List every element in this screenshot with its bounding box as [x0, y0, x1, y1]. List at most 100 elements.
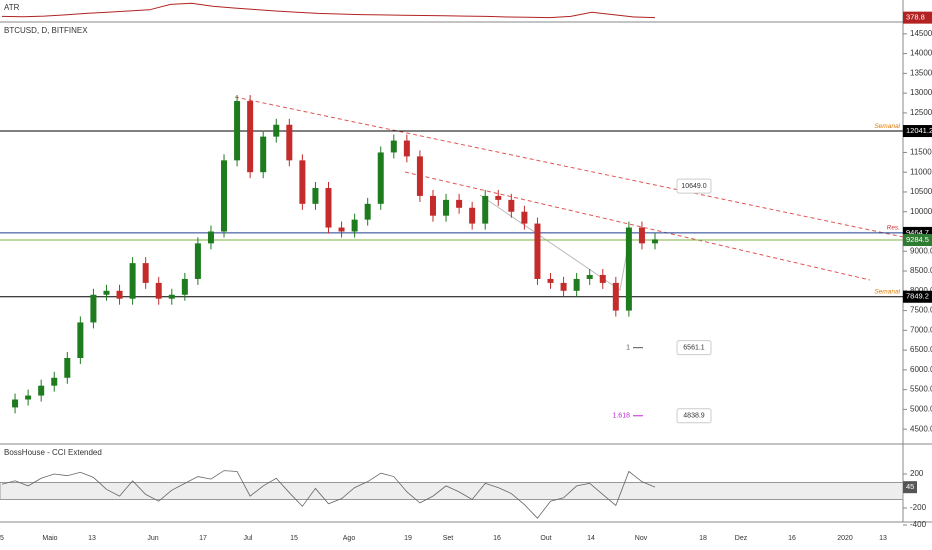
candle — [652, 239, 658, 244]
candle — [547, 278, 554, 283]
x-tick-label: 16 — [493, 535, 501, 542]
y-tick-label: 11000.0 — [910, 167, 932, 176]
fib-label: 1.618 — [612, 413, 630, 420]
candle — [364, 203, 371, 220]
candle — [612, 282, 619, 311]
candle — [638, 227, 645, 244]
y-tick-label: 8500.0 — [910, 266, 932, 275]
y-tick-label: 14500.0 — [910, 29, 932, 38]
candle — [469, 207, 476, 224]
level-label: Res. — [887, 225, 901, 232]
candle — [416, 156, 423, 196]
candle — [482, 195, 489, 224]
candle — [599, 274, 606, 283]
x-tick-label: Set — [443, 535, 454, 542]
y-tick-label: 13000.0 — [910, 88, 932, 97]
price-badge — [903, 290, 932, 303]
y-tick-label: 4500.0 — [910, 424, 932, 433]
x-tick-label: Out — [540, 535, 551, 542]
x-tick-label: 13 — [879, 535, 887, 542]
candle — [377, 152, 384, 204]
candle — [273, 124, 280, 137]
y-tick-label: 5000.0 — [910, 405, 932, 414]
candle — [495, 195, 502, 200]
candle — [260, 136, 267, 173]
x-tick-label: Jun — [147, 535, 158, 542]
x-tick-label: Ago — [343, 535, 356, 542]
x-tick-label: Dez — [735, 535, 748, 542]
y-tick-label: 11500.0 — [910, 148, 932, 157]
candle — [103, 290, 110, 295]
candle — [155, 282, 162, 299]
cci-band — [0, 482, 904, 500]
cci-tick-label: -400 — [910, 520, 927, 529]
x-tick-label: Nov — [635, 535, 648, 542]
candle — [286, 124, 293, 161]
chart-title: BTCUSD, D, BITFINEX — [4, 26, 88, 35]
candle — [181, 278, 188, 295]
annotation-box — [676, 340, 712, 356]
atr-badge-label: 378.8 — [906, 13, 925, 22]
candle — [207, 231, 214, 244]
candle — [247, 101, 254, 173]
candle — [129, 263, 136, 299]
fib-label: 1 — [626, 345, 630, 352]
candle — [534, 223, 541, 279]
y-tick-label: 7000.0 — [910, 325, 932, 334]
candle — [64, 358, 71, 378]
cci-badge — [903, 481, 917, 494]
candle — [338, 227, 345, 232]
trendline — [404, 171, 871, 281]
candle — [508, 199, 515, 212]
x-tick-label: 18 — [699, 535, 707, 542]
candle — [299, 160, 306, 204]
x-tick-label: 19 — [404, 535, 412, 542]
x-tick-label: Maio — [42, 535, 57, 542]
candle — [77, 322, 84, 359]
candle — [142, 263, 149, 283]
annotation-label: 10649.0 — [681, 183, 706, 190]
x-tick-label: 5 — [0, 535, 4, 542]
x-tick-label: 15 — [290, 535, 298, 542]
candle — [12, 399, 19, 408]
cci-tick-label: 200 — [910, 469, 924, 478]
candle — [429, 195, 436, 216]
cci-line — [1, 470, 656, 519]
candle — [116, 290, 123, 299]
candle — [390, 140, 397, 153]
candle — [90, 294, 97, 323]
x-tick-label: Jul — [244, 535, 253, 542]
price-badge-label: 9284.5 — [906, 235, 929, 244]
y-tick-label: 7500.0 — [910, 306, 932, 315]
candle — [168, 294, 175, 299]
y-tick-label: 5500.0 — [910, 385, 932, 394]
candle — [38, 385, 45, 396]
atr-badge — [903, 11, 932, 24]
candle — [456, 199, 463, 208]
candle — [573, 278, 580, 291]
x-tick-label: 16 — [788, 535, 796, 542]
candle — [221, 160, 228, 232]
cci-badge-label: 45 — [906, 482, 914, 491]
x-tick-label: 2020 — [837, 535, 853, 542]
y-tick-label: 9000.0 — [910, 246, 932, 255]
candle — [312, 188, 319, 204]
candle — [25, 395, 32, 400]
price-badge — [903, 234, 932, 247]
price-badge-label: 9464.7 — [906, 228, 929, 237]
cci-title: BossHouse - CCI Extended — [4, 448, 102, 457]
level-label: Semanal — [874, 123, 900, 130]
candle — [194, 243, 201, 279]
cci-tick-label: -200 — [910, 503, 927, 512]
price-badge-label: 7849.2 — [906, 292, 929, 301]
atr-line — [1, 2, 656, 19]
y-tick-label: 13500.0 — [910, 68, 932, 77]
candle — [443, 199, 450, 216]
atr-title: ATR — [4, 3, 20, 12]
annotation-box — [676, 408, 712, 424]
candle — [586, 274, 593, 279]
candle — [403, 140, 410, 157]
candle — [234, 101, 241, 161]
candle — [351, 219, 358, 232]
